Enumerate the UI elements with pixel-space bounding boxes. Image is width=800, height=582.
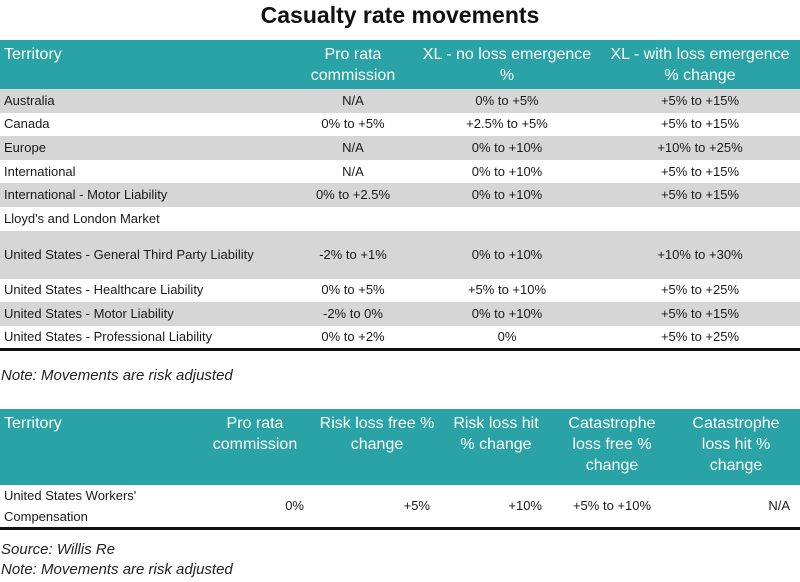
page-title: Casualty rate movements	[260, 2, 540, 28]
table-row: United States - Healthcare Liability 0% …	[0, 279, 800, 303]
header-catastrophe-loss-free: Catastrophe loss free % change	[552, 409, 672, 485]
xl-no-loss-cell: 0% to +10%	[471, 163, 543, 179]
xl-no-loss-cell: 0% to +10%	[414, 183, 600, 207]
xl-with-loss-cell: +5% to +15%	[600, 302, 800, 326]
table-row: United States - Motor Liability -2% to 0…	[0, 302, 800, 326]
casualty-rate-table: Territory Pro rata commission XL - no lo…	[0, 40, 800, 351]
xl-no-loss-cell: 0% to +10%	[414, 302, 600, 326]
header-territory: Territory	[0, 40, 292, 89]
table-row: Canada 0% to +5% +2.5% to +5% +5% to +15…	[0, 113, 800, 137]
xl-with-loss-cell: +5% to +15%	[660, 116, 740, 132]
table-header-row: Territory Pro rata commission Risk loss …	[0, 409, 800, 485]
xl-with-loss-cell: +5% to +15%	[600, 183, 800, 207]
header-risk-loss-hit: Risk loss hit % change	[440, 409, 552, 485]
header-territory: Territory	[0, 409, 196, 485]
territory-cell: United States - Professional Liability	[4, 328, 213, 344]
pro-rata-cell: N/A	[342, 163, 364, 179]
pro-rata-cell: 0% to +5%	[321, 116, 385, 132]
footer-note: Note: Movements are risk adjusted	[1, 561, 233, 578]
header-risk-loss-free: Risk loss free % change	[314, 409, 440, 485]
territory-cell: Australia	[0, 89, 292, 113]
xl-no-loss-cell: 0% to +10%	[414, 136, 600, 160]
workers-compensation-table: Territory Pro rata commission Risk loss …	[0, 409, 800, 530]
catastrophe-loss-free-cell: +5% to +10%	[572, 498, 652, 513]
table-row: International N/A 0% to +10% +5% to +15%	[0, 160, 800, 184]
header-xl-no-loss-emergence: XL - no loss emergence %	[414, 40, 600, 89]
xl-with-loss-cell: +5% to +15%	[600, 89, 800, 113]
table-row: United States - General Third Party Liab…	[0, 230, 800, 279]
xl-no-loss-cell: +2.5% to +5%	[466, 116, 548, 132]
table-row: Lloyd's and London Market	[0, 207, 800, 231]
pro-rata-cell: -2% to +1%	[292, 230, 414, 279]
pro-rata-cell: N/A	[292, 89, 414, 113]
territory-cell: United States Workers' Compensation	[4, 488, 137, 524]
territory-cell: United States - General Third Party Liab…	[0, 230, 292, 279]
table-row: International - Motor Liability 0% to +2…	[0, 183, 800, 207]
source-note: Source: Willis Re	[1, 541, 116, 558]
table-row: Australia N/A 0% to +5% +5% to +15%	[0, 89, 800, 113]
table-row: United States - Professional Liability 0…	[0, 326, 800, 350]
header-pro-rata-commission: Pro rata commission	[196, 409, 314, 485]
xl-with-loss-cell: +10% to +30%	[600, 230, 800, 279]
xl-no-loss-cell	[414, 207, 600, 231]
xl-with-loss-cell: +5% to +15%	[660, 163, 740, 179]
pro-rata-cell: 0% to +2.5%	[292, 183, 414, 207]
territory-cell: Canada	[4, 116, 50, 132]
xl-with-loss-cell: +5% to +25%	[660, 328, 740, 344]
territory-cell: United States - Healthcare Liability	[4, 282, 204, 298]
xl-no-loss-cell: 0% to +10%	[414, 230, 600, 279]
catastrophe-loss-hit-cell: N/A	[768, 498, 790, 513]
header-xl-with-loss-emergence: XL - with loss emergence % change	[600, 40, 800, 89]
xl-no-loss-cell: +5% to +10%	[467, 282, 547, 298]
territory-cell: International - Motor Liability	[0, 183, 292, 207]
table-row: Europe N/A 0% to +10% +10% to +25%	[0, 136, 800, 160]
header-pro-rata-commission: Pro rata commission	[292, 40, 414, 89]
xl-no-loss-cell: 0%	[497, 328, 517, 344]
header-catastrophe-loss-hit: Catastrophe loss hit % change	[672, 409, 800, 485]
territory-cell: International	[4, 163, 76, 179]
risk-loss-hit-cell: +10%	[508, 498, 542, 513]
xl-with-loss-cell	[600, 207, 800, 231]
pro-rata-cell: 0%	[285, 498, 304, 513]
pro-rata-cell	[292, 207, 414, 231]
table-row: United States Workers' Compensation 0% +…	[0, 485, 800, 529]
territory-cell: Lloyd's and London Market	[4, 210, 160, 226]
table-note: Note: Movements are risk adjusted	[1, 367, 233, 384]
risk-loss-free-cell: +5%	[403, 498, 430, 513]
pro-rata-cell: -2% to 0%	[292, 302, 414, 326]
xl-with-loss-cell: +5% to +25%	[660, 282, 740, 298]
table-header-row: Territory Pro rata commission XL - no lo…	[0, 40, 800, 89]
territory-cell: Europe	[0, 136, 292, 160]
pro-rata-cell: N/A	[292, 136, 414, 160]
territory-cell: United States - Motor Liability	[0, 302, 292, 326]
pro-rata-cell: 0% to +5%	[321, 282, 385, 298]
pro-rata-cell: 0% to +2%	[321, 328, 385, 344]
xl-with-loss-cell: +10% to +25%	[600, 136, 800, 160]
xl-no-loss-cell: 0% to +5%	[414, 89, 600, 113]
